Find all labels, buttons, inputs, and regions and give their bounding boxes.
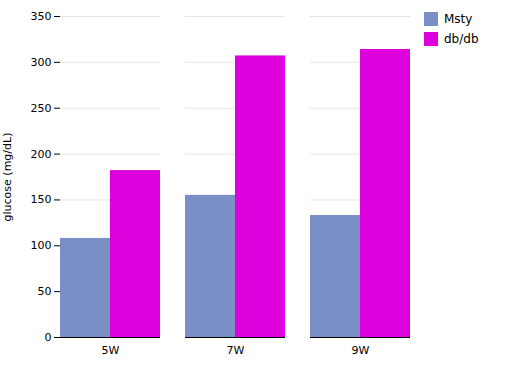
- svg-text:300: 300: [31, 56, 52, 69]
- svg-text:100: 100: [31, 239, 52, 252]
- svg-text:7W: 7W: [227, 344, 245, 357]
- svg-text:0: 0: [45, 331, 52, 344]
- svg-text:350: 350: [31, 10, 52, 23]
- svg-text:150: 150: [31, 193, 52, 206]
- svg-text:200: 200: [31, 148, 52, 161]
- svg-text:250: 250: [31, 102, 52, 115]
- html-text:db/db: db/db: [444, 32, 479, 46]
- svg-text:9W: 9W: [352, 344, 370, 357]
- svg-text:glucose (mg/dL): glucose (mg/dL): [1, 133, 14, 222]
- svg-text:5W: 5W: [102, 344, 120, 357]
- svg-text:50: 50: [38, 285, 52, 298]
- html-text:Msty: Msty: [444, 12, 473, 26]
